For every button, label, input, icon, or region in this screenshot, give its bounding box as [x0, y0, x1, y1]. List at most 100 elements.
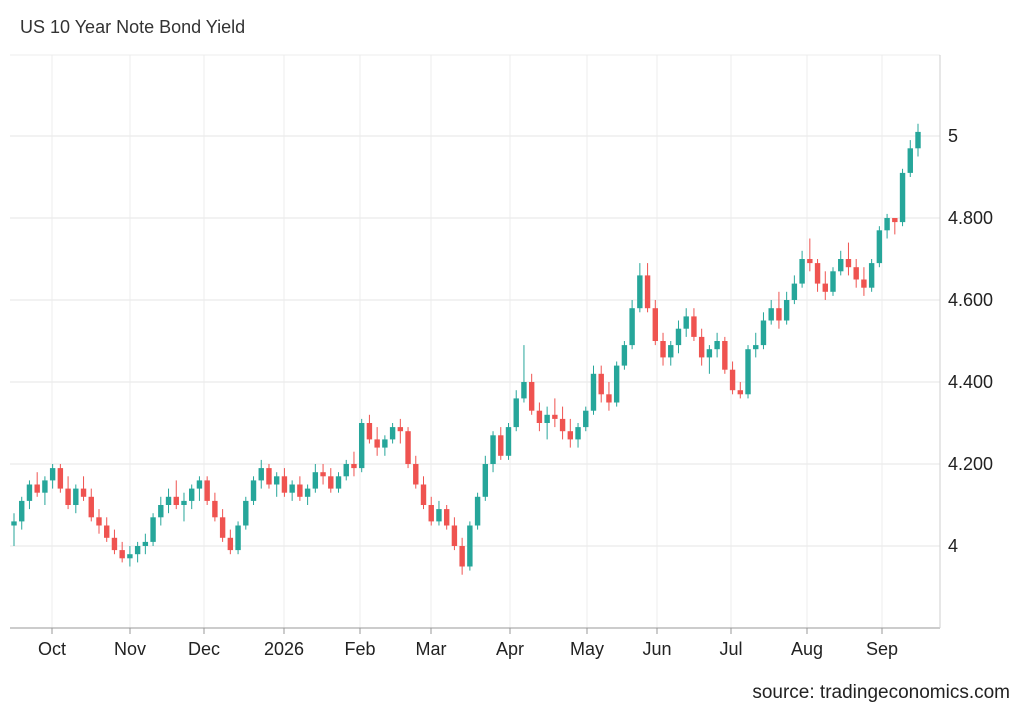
candle-body — [451, 525, 458, 546]
candle-body — [335, 476, 342, 489]
candle-body — [297, 484, 303, 497]
candle — [173, 480, 179, 510]
candle — [366, 414, 373, 444]
source-label: source: tradingeconomics.com — [752, 682, 1010, 703]
candle — [490, 431, 496, 473]
candle-body — [621, 345, 628, 366]
candle — [621, 341, 628, 370]
candle — [907, 140, 913, 177]
candle — [88, 488, 94, 522]
candle — [776, 291, 782, 329]
candle-body — [243, 500, 249, 526]
candle-body — [358, 423, 365, 469]
candle-body — [467, 525, 473, 567]
x-tick-label: 2026 — [264, 639, 304, 659]
candle-body — [544, 414, 550, 423]
candle-body — [644, 275, 651, 309]
candle-body — [652, 308, 659, 341]
candle — [196, 476, 203, 501]
x-tick-label: Jul — [719, 639, 742, 659]
candle-body — [613, 365, 620, 403]
candle-body — [521, 382, 527, 399]
candle — [845, 242, 852, 276]
candle-body — [729, 369, 736, 391]
x-tick-label: Jun — [642, 639, 671, 659]
candle — [397, 418, 404, 444]
candle — [111, 529, 118, 555]
candle — [96, 509, 102, 534]
candle-body — [250, 480, 257, 501]
candle — [134, 541, 141, 563]
candle-body — [776, 308, 782, 321]
candle — [258, 459, 264, 489]
y-tick-label: 4.600 — [948, 290, 993, 310]
candle-body — [567, 431, 574, 440]
candle — [235, 521, 241, 555]
candle — [714, 332, 720, 358]
chart-title: US 10 Year Note Bond Yield — [20, 17, 246, 37]
candle-body — [598, 373, 604, 395]
candle — [760, 312, 767, 350]
candle-body — [498, 435, 504, 456]
candle — [644, 263, 651, 313]
candle — [613, 361, 620, 407]
candle-body — [575, 427, 581, 440]
candle-body — [343, 464, 349, 477]
candle-body — [219, 517, 226, 538]
candle — [127, 546, 133, 567]
candle — [559, 406, 566, 440]
candle — [320, 464, 326, 485]
candle-body — [637, 275, 643, 309]
candle — [868, 259, 875, 292]
candle-body — [892, 218, 898, 223]
candle — [181, 492, 187, 522]
candle — [598, 365, 604, 403]
candle-body — [629, 308, 635, 346]
candle — [73, 484, 79, 514]
candle — [505, 423, 512, 460]
candle — [289, 480, 295, 501]
candle — [474, 492, 481, 530]
candle — [150, 513, 156, 546]
candle-body — [289, 484, 295, 493]
candle-body — [436, 509, 442, 522]
candle — [544, 406, 550, 440]
candle — [266, 464, 272, 489]
candle — [536, 402, 543, 432]
candle — [853, 259, 859, 288]
x-axis-ticks: Oct Nov Dec 2026 Feb Mar Apr May Jun Jul Aug Sep — [38, 639, 898, 659]
candle — [590, 365, 597, 415]
candle-body — [876, 230, 883, 264]
candle-body — [552, 414, 558, 419]
candle-body — [861, 279, 867, 288]
candle — [104, 517, 110, 542]
candle-body — [165, 496, 172, 505]
candle — [26, 480, 33, 510]
y-tick-label: 5 — [948, 126, 958, 146]
candle — [250, 476, 257, 505]
candle-body — [722, 341, 728, 370]
x-tick-label: Feb — [344, 639, 375, 659]
candle-body — [304, 488, 311, 497]
candle — [459, 537, 465, 575]
candle — [420, 476, 427, 510]
candle — [281, 468, 288, 497]
candle — [34, 472, 40, 497]
candle — [737, 382, 743, 399]
candle — [382, 435, 388, 456]
candle-body — [65, 488, 71, 505]
candle — [119, 541, 125, 563]
candle — [451, 517, 458, 551]
candle-body — [814, 263, 821, 284]
x-tick-label: Dec — [188, 639, 220, 659]
candle — [204, 476, 210, 505]
candle-body — [258, 468, 264, 481]
candle — [49, 464, 56, 489]
candle — [729, 361, 736, 395]
candle — [629, 300, 635, 350]
candle — [428, 496, 434, 526]
candle-body — [807, 259, 813, 264]
candle-body — [459, 546, 465, 567]
candle-body — [189, 488, 195, 501]
y-tick-label: 4.800 — [948, 208, 993, 228]
